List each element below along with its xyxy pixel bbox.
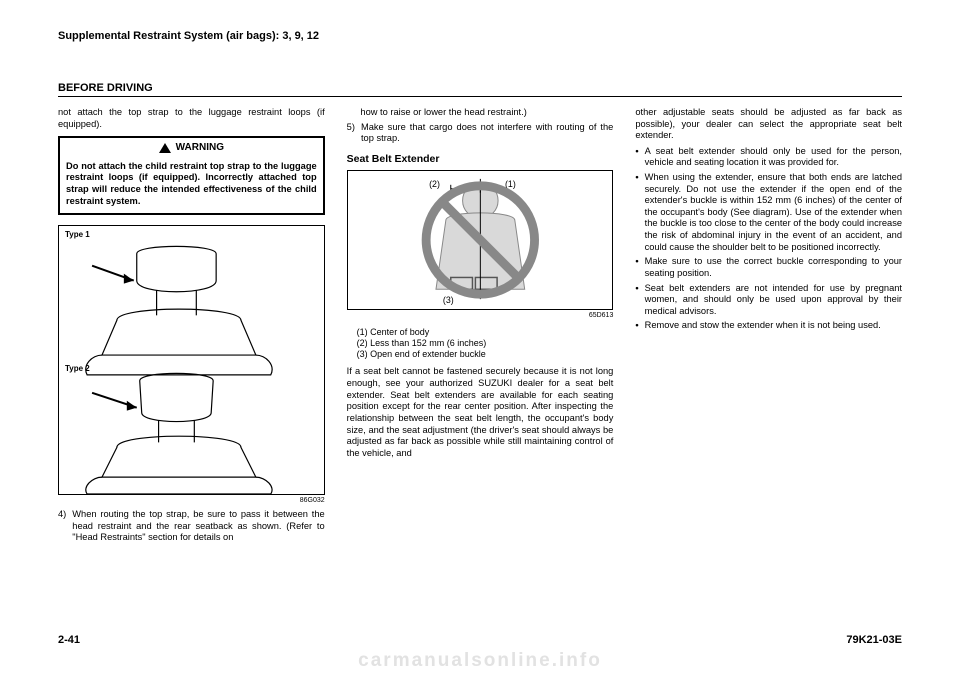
col1-item4: 4) When routing the top strap, be sure t… (58, 509, 325, 544)
legend: (1) Center of body (2) Less than 152 mm … (357, 327, 614, 361)
col3-cont: other adjustable seats should be adjuste… (635, 107, 902, 142)
tag2: (2) (429, 179, 440, 189)
figure-extender: (1) (2) (3) (347, 170, 614, 310)
subhead-extender: Seat Belt Extender (347, 153, 614, 166)
col2-item5-num: 5) (347, 122, 355, 145)
fig-label-type1: Type 1 (65, 230, 90, 240)
tag3: (3) (443, 295, 454, 305)
legend-1: (1) Center of body (357, 327, 614, 338)
bullet-5-txt: Remove and stow the extender when it is … (645, 320, 902, 332)
warning-triangle-icon (159, 143, 171, 153)
col2-item5: 5) Make sure that cargo does not interfe… (347, 122, 614, 145)
col2-cont-body: how to raise or lower the head restraint… (360, 107, 613, 119)
bullet-4-txt: Seat belt extenders are not intended for… (645, 283, 902, 318)
top-header: Supplemental Restraint System (air bags)… (58, 30, 902, 42)
bullet-list: • A seat belt extender should only be use… (635, 146, 902, 332)
col2-item5-body: Make sure that cargo does not interfere … (361, 122, 613, 145)
bullet-dot: • (635, 256, 638, 279)
col2-para: If a seat belt cannot be fastened secure… (347, 366, 614, 459)
bullet-dot: • (635, 320, 638, 332)
section-header: BEFORE DRIVING (58, 82, 902, 94)
bullet-3: • Make sure to use the correct buckle cor… (635, 256, 902, 279)
doc-code: 79K21-03E (846, 634, 902, 646)
bullet-5: • Remove and stow the extender when it is… (635, 320, 902, 332)
tag1: (1) (505, 179, 516, 189)
extender-svg: (1) (2) (3) (348, 171, 613, 309)
bullet-3-txt: Make sure to use the correct buckle cor­… (645, 256, 902, 279)
col1-item4-body: When routing the top strap, be sure to p… (72, 509, 324, 544)
col1-item4-num: 4) (58, 509, 66, 544)
legend-3: (3) Open end of extender buckle (357, 349, 614, 360)
bullet-dot: • (635, 146, 638, 169)
warning-title-row: WARNING (60, 138, 323, 158)
fig-label-type2: Type 2 (65, 364, 90, 374)
col2-cont: how to raise or lower the head restraint… (347, 107, 614, 119)
blank-num (347, 107, 355, 119)
headrest-svg (59, 226, 324, 494)
page: Supplemental Restraint System (air bags)… (0, 0, 960, 678)
col-1: not attach the top strap to the luggage … (58, 107, 325, 544)
warning-title: WARNING (176, 142, 224, 155)
col-3: other adjustable seats should be adjuste… (635, 107, 902, 544)
bullet-dot: • (635, 283, 638, 318)
col1-intro: not attach the top strap to the luggage … (58, 107, 325, 130)
fig-code-1: 86G032 (58, 497, 325, 506)
bullet-2-txt: When using the extender, ensure that bot… (645, 172, 902, 253)
col-2: how to raise or lower the head restraint… (347, 107, 614, 544)
columns: not attach the top strap to the luggage … (58, 107, 902, 544)
warning-body: Do not attach the child restraint top st… (60, 158, 323, 213)
bullet-1-txt: A seat belt extender should only be used… (645, 146, 902, 169)
fig-code-2: 65D613 (347, 312, 614, 321)
warning-box: WARNING Do not attach the child restrain… (58, 136, 325, 215)
bullet-4: •Seat belt extenders are not intended fo… (635, 283, 902, 318)
rule (58, 96, 902, 97)
bullet-2: •When using the extender, ensure that bo… (635, 172, 902, 253)
legend-2: (2) Less than 152 mm (6 inches) (357, 338, 614, 349)
page-number: 2-41 (58, 634, 80, 646)
bullet-1: • A seat belt extender should only be use… (635, 146, 902, 169)
figure-headrest: Type 1 Type 2 (58, 225, 325, 495)
bullet-dot: • (635, 172, 638, 253)
